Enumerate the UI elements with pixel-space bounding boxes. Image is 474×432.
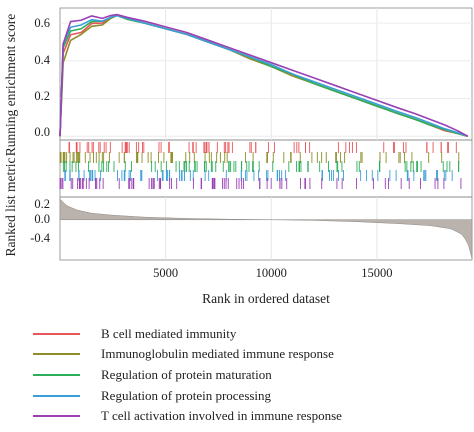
enrichment-line <box>59 14 468 138</box>
top-ytick-label: 0.6 <box>34 16 50 30</box>
enrichment-line <box>59 13 469 137</box>
top-ytick-label: 0.2 <box>34 89 50 103</box>
top-y-axis-title: Running enrichment score <box>3 14 18 156</box>
legend: B cell mediated immunity Immunoglobulin … <box>33 326 342 423</box>
rug-layer <box>59 142 462 189</box>
enrichment-line <box>59 14 469 137</box>
ranked-metric-area <box>59 198 473 259</box>
xtick-label: 10000 <box>256 266 287 280</box>
xtick-label: 15000 <box>361 266 392 280</box>
metric-gridlines <box>60 197 472 260</box>
enrichment-lines-layer <box>59 13 469 138</box>
bottom-ytick-label: -0.4 <box>30 231 51 245</box>
legend-label: T cell activation involved in immune res… <box>101 408 342 423</box>
legend-label: B cell mediated immunity <box>101 326 237 341</box>
top-ytick-label: 0.4 <box>34 53 50 67</box>
enrichment-panel-frame <box>59 7 473 141</box>
xtick-label: 5000 <box>153 266 178 280</box>
enrichment-line <box>59 14 468 138</box>
enrichment-gridlines <box>60 8 472 140</box>
legend-label: Immunoglobulin mediated immune response <box>101 346 334 361</box>
metric-panel-frame <box>59 196 473 261</box>
legend-label: Regulation of protein processing <box>101 388 272 403</box>
metric-area-layer <box>59 198 473 259</box>
bottom-y-axis-title: Ranked list metric <box>3 158 18 257</box>
x-axis-title: Rank in ordered dataset <box>202 291 330 306</box>
legend-label: Regulation of protein maturation <box>101 367 272 382</box>
bottom-ytick-label: 0.0 <box>34 212 50 226</box>
top-ytick-label: 0.0 <box>34 125 50 139</box>
enrichment-line <box>59 14 468 138</box>
bottom-ytick-label: 0.2 <box>34 197 50 211</box>
